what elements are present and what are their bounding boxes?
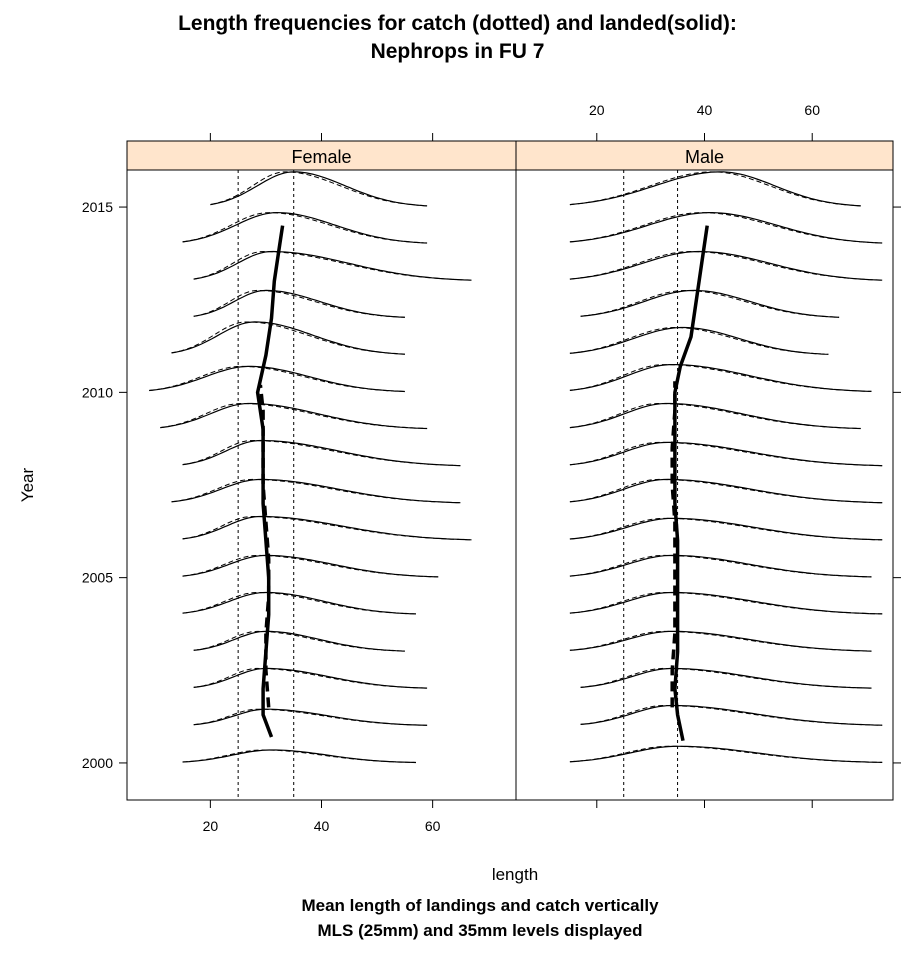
strip-label-female: Female	[291, 147, 351, 167]
landed-curve-2003	[193, 630, 405, 652]
landed-curve-2004	[569, 591, 883, 615]
landed-curve-2004	[182, 591, 417, 615]
strip-male	[515, 140, 894, 171]
catch-curve-2002	[580, 667, 872, 689]
landed-curve-2001	[580, 704, 883, 726]
landed-curve-2000	[182, 749, 417, 764]
mean-landings-line	[255, 225, 285, 738]
landed-curve-2006	[569, 517, 883, 541]
landed-curve-2013	[193, 250, 472, 281]
landed-curve-2001	[193, 708, 428, 726]
catch-curve-2013	[569, 250, 883, 281]
catch-curve-2004	[569, 592, 883, 615]
landed-curve-2003	[569, 630, 872, 652]
catch-curve-2015	[569, 171, 861, 207]
catch-curve-2014	[182, 212, 428, 244]
landed-curve-2012	[193, 289, 405, 318]
y-tick-label: 2005	[82, 570, 113, 586]
x-tick-label: 60	[804, 102, 820, 118]
landed-curve-2014	[182, 211, 428, 244]
catch-curve-2010	[569, 364, 872, 392]
strip-label-male: Male	[685, 147, 724, 167]
catch-curve-2008	[182, 439, 461, 467]
landed-curve-2013	[569, 250, 883, 281]
note-mean-length: Mean length of landings and catch vertic…	[301, 896, 659, 915]
x-tick-label: 40	[697, 102, 713, 118]
landed-curve-2009	[569, 402, 861, 430]
catch-curve-2015	[210, 171, 428, 207]
landed-curve-2015	[210, 171, 428, 207]
catch-curve-2012	[193, 289, 405, 318]
catch-curve-2006	[569, 517, 883, 541]
mean-landings-line	[673, 225, 709, 742]
panel-content-male	[569, 170, 883, 800]
note-mls-levels: MLS (25mm) and 35mm levels displayed	[317, 921, 643, 940]
landed-curve-2015	[569, 171, 861, 207]
chart-subtitle: Nephrops in FU 7	[370, 40, 545, 63]
landed-curve-2010	[569, 364, 872, 392]
catch-curve-2007	[171, 478, 461, 504]
catch-curve-2000	[569, 745, 883, 763]
landed-curve-2009	[160, 402, 428, 430]
catch-curve-2001	[193, 708, 428, 726]
x-tick-label: 20	[203, 818, 219, 834]
catch-curve-2002	[193, 667, 428, 689]
x-axis-label: length	[491, 865, 539, 884]
catch-curve-2003	[569, 630, 872, 652]
panel-male	[515, 169, 894, 801]
catch-curve-2005	[569, 554, 872, 578]
chart-title: Length frequencies for catch (dotted) an…	[178, 12, 737, 35]
landed-curve-2012	[580, 289, 840, 318]
landed-curve-2011	[569, 326, 829, 355]
catch-curve-2003	[193, 630, 405, 652]
landed-curve-2005	[182, 554, 439, 578]
catch-curve-2004	[182, 592, 417, 615]
catch-curve-2009	[569, 403, 861, 429]
x-tick-label: 40	[314, 818, 330, 834]
landed-curve-2011	[171, 321, 405, 355]
x-tick-label: 20	[589, 102, 605, 118]
y-tick-label: 2000	[82, 755, 113, 771]
landed-curve-2000	[569, 745, 883, 763]
landed-curve-2014	[569, 212, 883, 244]
catch-curve-2011	[569, 327, 829, 355]
landed-curve-2002	[193, 667, 428, 689]
landed-curve-2005	[569, 554, 872, 578]
landed-curve-2008	[182, 439, 461, 467]
catch-curve-2010	[149, 365, 405, 392]
catch-curve-2011	[171, 321, 405, 355]
panel-female	[126, 169, 517, 801]
catch-curve-2006	[182, 516, 472, 541]
catch-curve-2001	[580, 705, 883, 726]
catch-curve-2013	[193, 250, 472, 281]
strip-female	[126, 140, 517, 171]
landed-curve-2002	[580, 667, 872, 689]
landed-curve-2007	[569, 478, 883, 504]
landed-curve-2007	[171, 478, 461, 504]
x-tick-label: 60	[425, 818, 441, 834]
y-axis-label: Year	[18, 467, 37, 502]
landed-curve-2008	[569, 441, 883, 467]
catch-curve-2005	[182, 554, 439, 578]
y-tick-label: 2010	[82, 384, 113, 400]
landed-curve-2006	[182, 515, 472, 541]
y-tick-label: 2015	[82, 199, 113, 215]
panel-content-female	[149, 170, 472, 800]
catch-curve-2012	[580, 290, 840, 318]
landed-curve-2010	[149, 365, 405, 393]
